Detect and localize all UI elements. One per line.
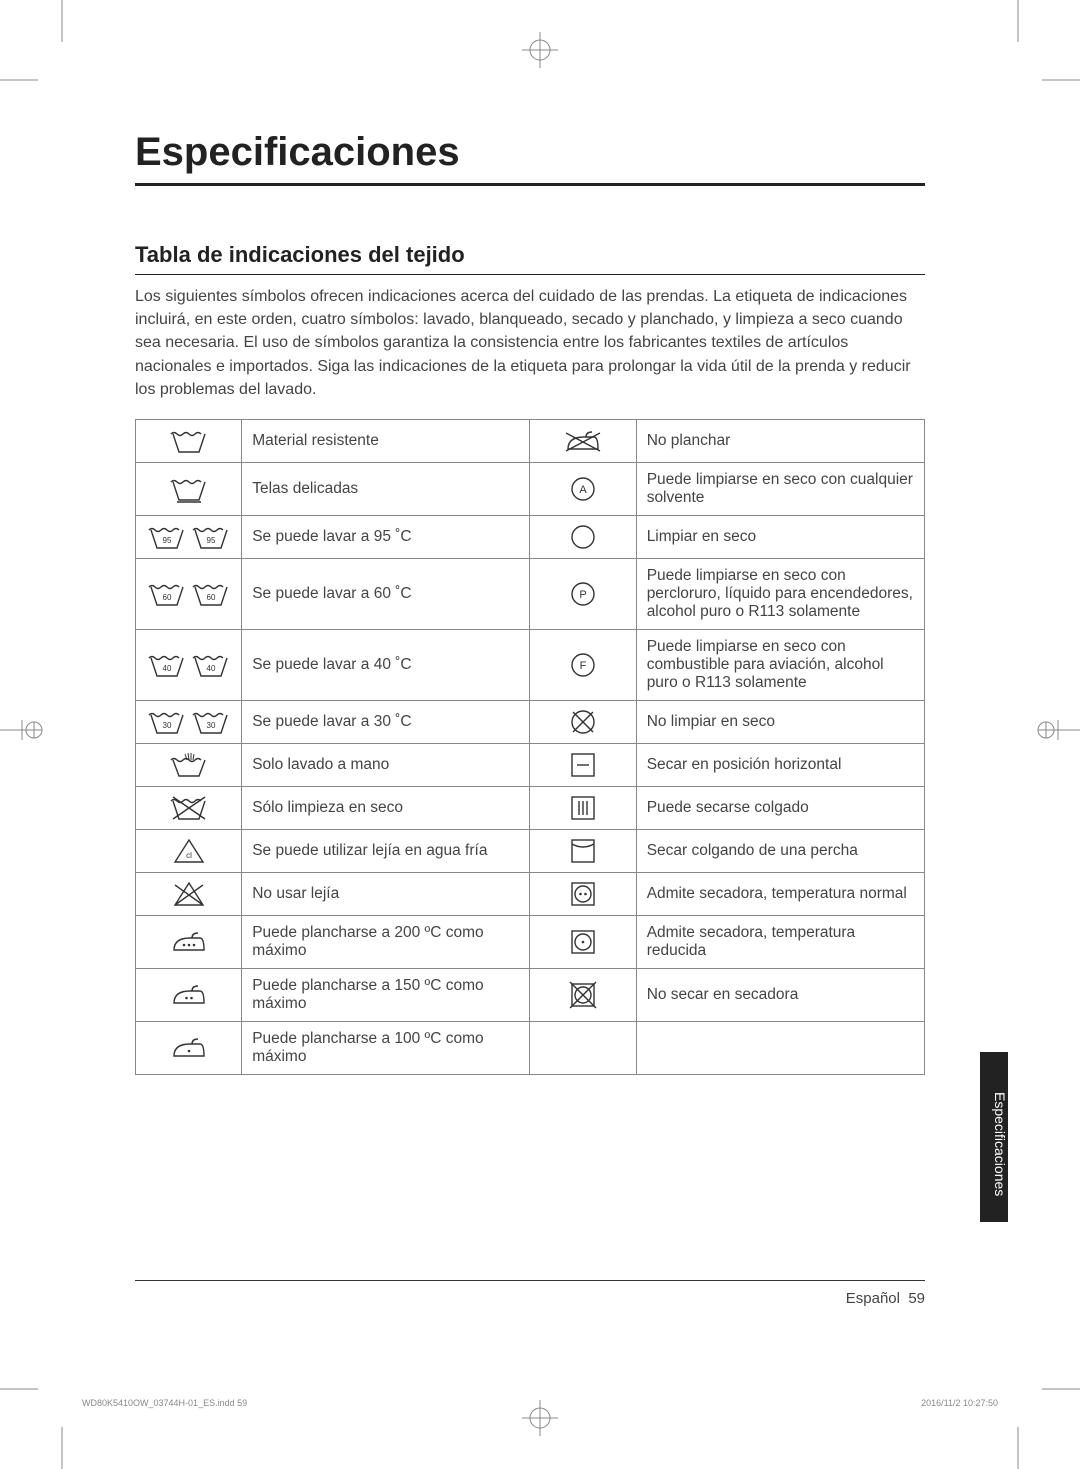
care-desc-left: Se puede lavar a 40 ˚C [242, 629, 530, 700]
empty-icon [530, 1021, 636, 1074]
tumble-cross-icon [530, 968, 636, 1021]
iron-1dot-icon [136, 1021, 242, 1074]
svg-text:A: A [579, 484, 587, 496]
care-desc-left: Solo lavado a mano [242, 743, 530, 786]
tumble-1dot-icon [530, 915, 636, 968]
care-desc-left: Telas delicadas [242, 462, 530, 515]
svg-text:30: 30 [162, 721, 171, 730]
wash-40-icon: 40 40 [136, 629, 242, 700]
table-row: 30 30 Se puede lavar a 30 ˚C No limpiar en … [136, 700, 925, 743]
footer-rule [135, 1280, 925, 1281]
care-desc-right: Secar en posición horizontal [636, 743, 924, 786]
hand-wash-icon [136, 743, 242, 786]
table-row: No usar lejía Admite secadora, temperatur… [136, 872, 925, 915]
svg-text:30: 30 [206, 721, 215, 730]
intro-text: Los siguientes símbolos ofrecen indicaci… [135, 285, 925, 401]
side-tab: Especificaciones [980, 1052, 1008, 1222]
table-row: 95 95 Se puede lavar a 95 ˚C Limpiar en sec… [136, 515, 925, 558]
svg-text:F: F [580, 660, 587, 672]
wash-60-icon: 60 60 [136, 558, 242, 629]
care-desc-left: Se puede lavar a 95 ˚C [242, 515, 530, 558]
care-desc-left: Sólo limpieza en seco [242, 786, 530, 829]
care-desc-left: Se puede lavar a 30 ˚C [242, 700, 530, 743]
svg-text:95: 95 [206, 536, 215, 545]
tumble-2dot-icon [530, 872, 636, 915]
care-desc-right: Admite secadora, temperatura normal [636, 872, 924, 915]
iron-3dot-icon [136, 915, 242, 968]
triangle-cross-icon [136, 872, 242, 915]
care-desc-left: No usar lejía [242, 872, 530, 915]
circle-cross-icon [530, 700, 636, 743]
footer-date: 2016/11/2 10:27:50 [921, 1398, 998, 1408]
table-row: Sólo limpieza en seco Puede secarse colga… [136, 786, 925, 829]
care-desc-right: Puede limpiarse en seco con percloruro, … [636, 558, 924, 629]
table-row: Solo lavado a mano Secar en posición hori… [136, 743, 925, 786]
care-desc-right: Puede limpiarse en seco con combustible … [636, 629, 924, 700]
circle-empty-icon [530, 515, 636, 558]
svg-text:40: 40 [206, 664, 215, 673]
care-desc-left: Puede plancharse a 150 ºC como máximo [242, 968, 530, 1021]
care-desc-right: No planchar [636, 419, 924, 462]
iron-cross-icon [530, 419, 636, 462]
table-row: cl Se puede utilizar lejía en agua fría Se… [136, 829, 925, 872]
reg-mark-bottom [522, 1400, 558, 1436]
wash-tub-icon [136, 419, 242, 462]
care-desc-left: Puede plancharse a 100 ºC como máximo [242, 1021, 530, 1074]
care-desc-right [636, 1021, 924, 1074]
square-dash-icon [530, 743, 636, 786]
table-row: 40 40 Se puede lavar a 40 ˚C F Puede limpiar… [136, 629, 925, 700]
square-curve-icon [530, 829, 636, 872]
circle-f-icon: F [530, 629, 636, 700]
table-row: Puede plancharse a 150 ºC como máximo No … [136, 968, 925, 1021]
tub-cross-icon [136, 786, 242, 829]
svg-text:40: 40 [162, 664, 171, 673]
section-title: Tabla de indicaciones del tejido [135, 242, 925, 275]
square-bars-icon [530, 786, 636, 829]
fabric-care-table: Material resistenteNo plancharTelas deli… [135, 419, 925, 1075]
svg-text:60: 60 [162, 593, 171, 602]
care-desc-right: Puede limpiarse en seco con cualquier so… [636, 462, 924, 515]
table-row: Material resistente No planchar [136, 419, 925, 462]
care-desc-left: Puede plancharse a 200 ºC como máximo [242, 915, 530, 968]
care-desc-left: Material resistente [242, 419, 530, 462]
table-row: Puede plancharse a 100 ºC como máximo [136, 1021, 925, 1074]
svg-text:P: P [579, 589, 586, 601]
table-row: 60 60 Se puede lavar a 60 ˚C P Puede limpiar… [136, 558, 925, 629]
circle-a-icon: A [530, 462, 636, 515]
care-desc-left: Se puede utilizar lejía en agua fría [242, 829, 530, 872]
care-desc-right: Puede secarse colgado [636, 786, 924, 829]
triangle-cl-icon: cl [136, 829, 242, 872]
circle-p-icon: P [530, 558, 636, 629]
page-title: Especificaciones [135, 130, 925, 186]
care-desc-right: No secar en secadora [636, 968, 924, 1021]
reg-mark-top [522, 32, 558, 68]
care-desc-right: No limpiar en seco [636, 700, 924, 743]
iron-2dot-icon [136, 968, 242, 1021]
footer-file: WD80K5410OW_03744H-01_ES.indd 59 [82, 1398, 247, 1408]
table-row: Puede plancharse a 200 ºC como máximo Adm… [136, 915, 925, 968]
table-row: Telas delicadas A Puede limpiarse en seco … [136, 462, 925, 515]
wash-30-icon: 30 30 [136, 700, 242, 743]
wash-95-icon: 95 95 [136, 515, 242, 558]
footer-lang-page: Español 59 [846, 1290, 925, 1307]
svg-text:95: 95 [162, 536, 171, 545]
care-desc-right: Admite secadora, temperatura reducida [636, 915, 924, 968]
svg-text:cl: cl [186, 851, 192, 860]
care-desc-right: Limpiar en seco [636, 515, 924, 558]
svg-text:60: 60 [206, 593, 215, 602]
care-desc-left: Se puede lavar a 60 ˚C [242, 558, 530, 629]
wash-tub-delicate-icon [136, 462, 242, 515]
care-desc-right: Secar colgando de una percha [636, 829, 924, 872]
